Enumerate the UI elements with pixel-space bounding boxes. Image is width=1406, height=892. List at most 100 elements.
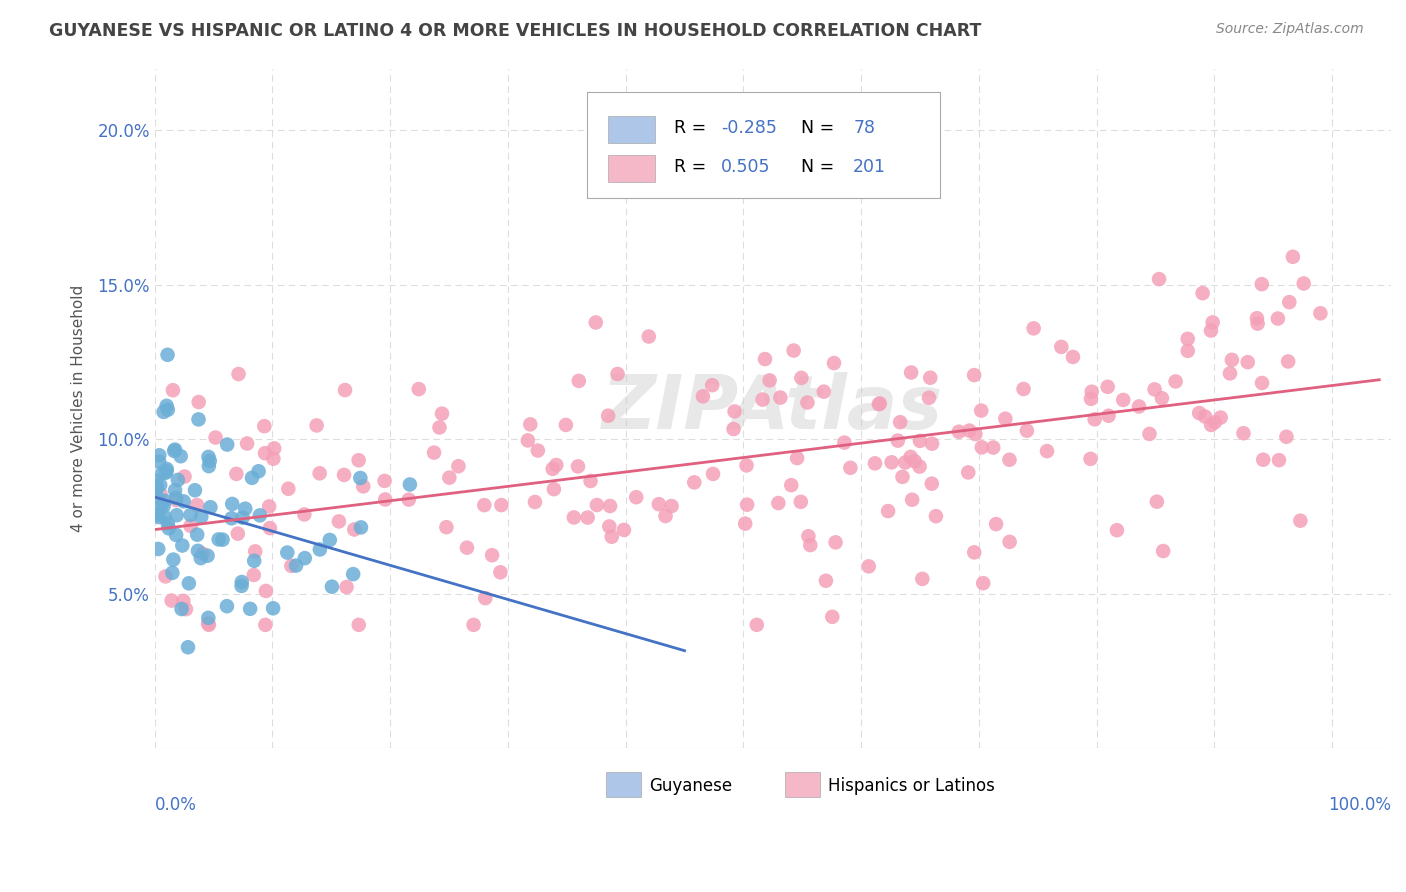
Point (208, 533, 231, 547)
Point (253, 419, 276, 434)
Point (184, 483, 207, 498)
Point (1012, 382, 1035, 396)
Point (165, 491, 187, 505)
Point (1204, 415, 1226, 429)
Point (217, 437, 239, 451)
Point (1199, 324, 1222, 338)
Point (174, 602, 197, 616)
Point (1232, 426, 1254, 441)
Point (683, 475, 706, 490)
Point (858, 559, 880, 574)
Point (398, 492, 420, 507)
Point (253, 446, 276, 460)
Point (277, 482, 299, 496)
Point (308, 467, 330, 481)
Point (994, 411, 1017, 425)
Text: R =: R = (673, 120, 711, 137)
Point (156, 516, 179, 531)
Point (180, 508, 202, 522)
Point (1080, 451, 1102, 466)
Point (900, 450, 922, 464)
Point (165, 493, 187, 508)
Point (173, 494, 195, 508)
Point (1128, 400, 1150, 414)
Point (163, 444, 186, 458)
Point (1246, 317, 1268, 331)
Point (904, 454, 927, 468)
Point (257, 500, 280, 514)
Point (149, 478, 172, 492)
Point (172, 594, 194, 608)
Point (599, 499, 621, 513)
Point (160, 593, 183, 607)
Point (242, 568, 264, 582)
Point (1209, 410, 1232, 425)
Point (998, 534, 1021, 549)
Point (918, 391, 941, 405)
Point (170, 602, 193, 616)
Point (908, 434, 931, 448)
Point (198, 618, 221, 632)
Point (204, 431, 226, 445)
Point (232, 510, 254, 524)
Point (813, 384, 835, 399)
Point (1097, 409, 1119, 423)
Point (1080, 384, 1102, 399)
Point (225, 467, 247, 481)
Point (790, 371, 813, 385)
Point (543, 482, 565, 496)
Point (231, 579, 253, 593)
Point (1112, 392, 1135, 407)
Point (735, 498, 758, 512)
Point (343, 523, 366, 537)
Point (197, 611, 219, 625)
Point (1022, 321, 1045, 335)
Point (198, 459, 221, 474)
Point (374, 474, 396, 488)
Point (215, 599, 238, 614)
Point (308, 542, 330, 557)
Point (963, 545, 986, 559)
Point (1251, 452, 1274, 467)
Point (702, 467, 724, 481)
Point (868, 397, 890, 411)
Point (285, 558, 308, 573)
Point (167, 473, 190, 487)
Point (799, 538, 821, 552)
Point (276, 545, 298, 559)
Point (920, 370, 942, 384)
Point (153, 493, 176, 508)
Point (342, 567, 364, 582)
Point (834, 435, 856, 450)
Point (921, 436, 943, 450)
Point (156, 402, 179, 417)
Point (165, 483, 187, 498)
Point (970, 403, 993, 417)
Bar (606, 772, 641, 797)
Point (745, 618, 768, 632)
Point (1062, 350, 1084, 364)
Point (163, 442, 186, 457)
Point (948, 425, 970, 439)
Point (211, 533, 233, 547)
Text: Source: ZipAtlas.com: Source: ZipAtlas.com (1216, 22, 1364, 37)
Point (1146, 494, 1168, 508)
Point (887, 434, 910, 448)
Point (146, 491, 169, 505)
Point (921, 476, 943, 491)
Point (349, 471, 371, 485)
Point (190, 509, 212, 524)
Point (173, 469, 195, 483)
Point (254, 618, 277, 632)
Point (399, 477, 422, 491)
Point (319, 533, 342, 547)
Point (491, 498, 513, 512)
Point (240, 471, 263, 485)
Point (489, 566, 512, 580)
Point (648, 497, 671, 511)
Point (1202, 315, 1225, 329)
Point (145, 474, 167, 488)
Point (221, 511, 243, 525)
Point (197, 549, 219, 563)
Point (162, 552, 184, 566)
